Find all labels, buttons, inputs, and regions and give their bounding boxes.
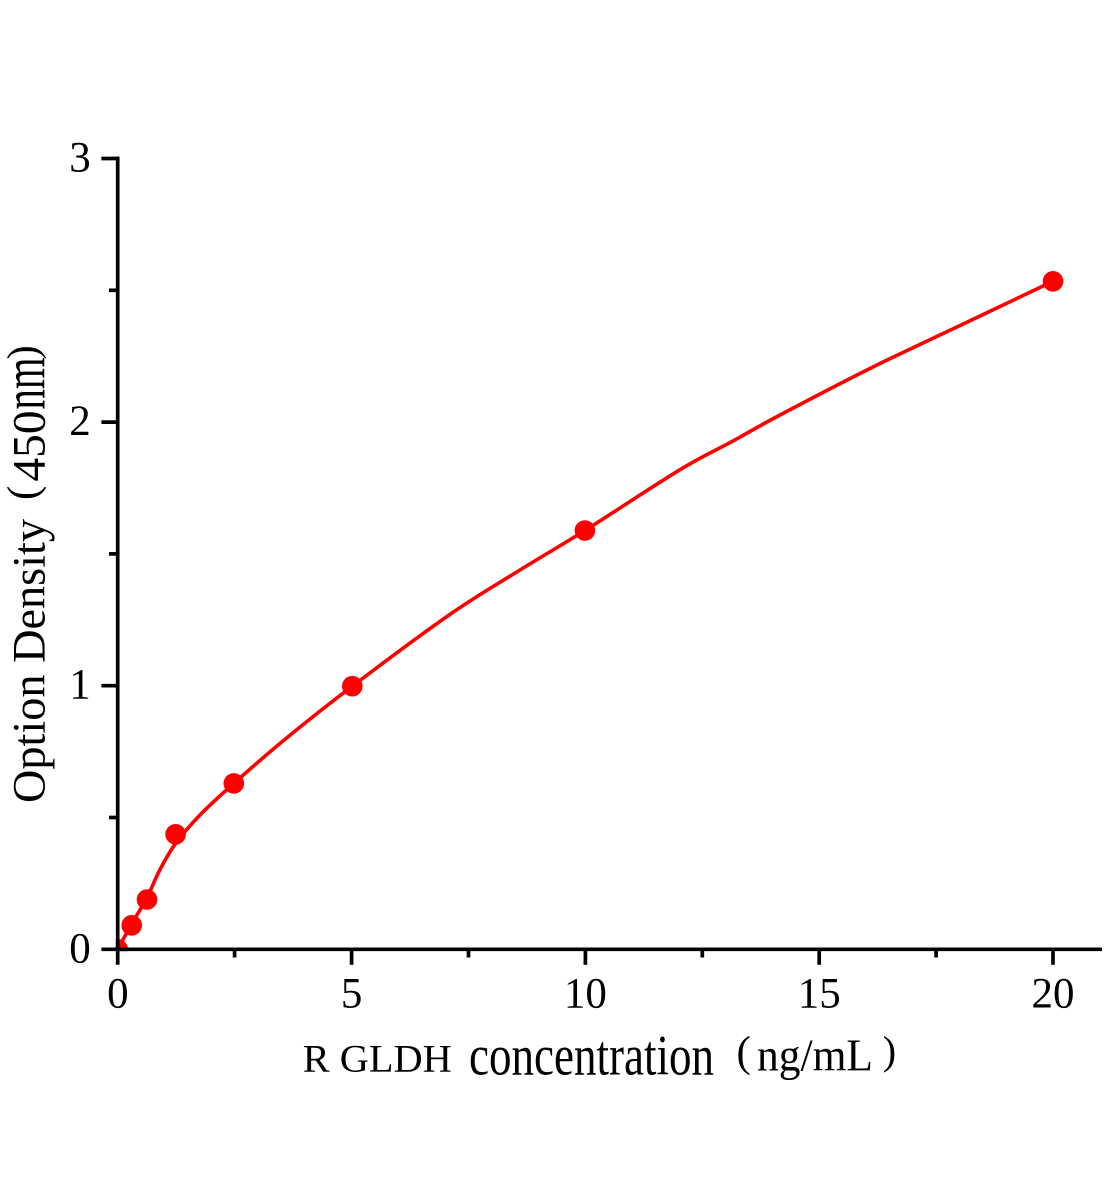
svg-text:10: 10 (564, 970, 607, 1017)
svg-text:0: 0 (107, 970, 129, 1017)
svg-text:R GLDH: R GLDH (303, 1038, 452, 1081)
svg-text:20: 20 (1032, 970, 1075, 1017)
svg-text:3: 3 (69, 135, 91, 182)
svg-text:ng/mL: ng/mL (757, 1030, 873, 1080)
svg-text:0: 0 (69, 925, 91, 972)
svg-text:(: ( (0, 486, 47, 500)
svg-text:5: 5 (341, 970, 363, 1017)
svg-text:Option Density: Option Density (5, 518, 56, 803)
svg-text:1: 1 (69, 662, 91, 709)
svg-text:2: 2 (69, 398, 91, 445)
svg-text:nm: nm (0, 358, 58, 410)
svg-text:concentration: concentration (469, 1025, 714, 1088)
svg-text:450: 450 (4, 411, 56, 482)
svg-text:(: ( (737, 1029, 751, 1076)
svg-text:): ) (883, 1028, 896, 1073)
svg-text:15: 15 (798, 970, 841, 1017)
svg-text:): ) (0, 345, 47, 359)
